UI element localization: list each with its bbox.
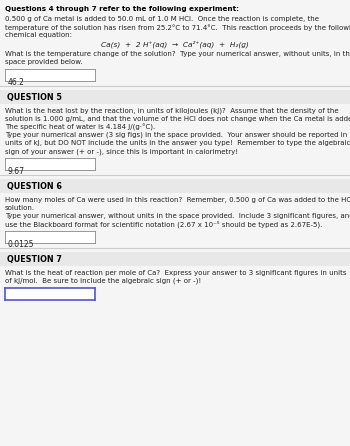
Text: QUESTION 5: QUESTION 5 [7, 93, 62, 102]
Text: temperature of the solution has risen from 25.2°C to 71.4°C.  This reaction proc: temperature of the solution has risen fr… [5, 24, 350, 31]
Text: The specific heat of water is 4.184 J/(g·°C).: The specific heat of water is 4.184 J/(g… [5, 124, 155, 131]
Text: Type your numerical answer, without units in the space provided.  Include 3 sign: Type your numerical answer, without unit… [5, 213, 350, 219]
Text: QUESTION 7: QUESTION 7 [7, 255, 62, 264]
Text: 46.2: 46.2 [8, 78, 25, 87]
Text: sign of your answer (+ or -), since this is important in calorimetry!: sign of your answer (+ or -), since this… [5, 148, 238, 154]
Text: Ca(s)  +  2 H⁺(aq)  →  Ca²⁺(aq)  +  H₂(g): Ca(s) + 2 H⁺(aq) → Ca²⁺(aq) + H₂(g) [101, 41, 249, 49]
Text: QUESTION 6: QUESTION 6 [7, 182, 62, 191]
Text: chemical equation:: chemical equation: [5, 32, 72, 38]
Text: 0.500 g of Ca metal is added to 50.0 mL of 1.0 M HCI.  Once the reaction is comp: 0.500 g of Ca metal is added to 50.0 mL … [5, 16, 319, 22]
Text: What is the temperature change of the solution?  Type your numerical answer, wit: What is the temperature change of the so… [5, 51, 350, 57]
Text: What is the heat lost by the reaction, in units of kilojoules (kJ)?  Assume that: What is the heat lost by the reaction, i… [5, 108, 339, 115]
Text: of kJ/mol.  Be sure to include the algebraic sign (+ or -)!: of kJ/mol. Be sure to include the algebr… [5, 278, 201, 285]
Text: solution is 1.000 g/mL, and that the volume of the HCI does not change when the : solution is 1.000 g/mL, and that the vol… [5, 116, 350, 122]
Text: 9.67: 9.67 [8, 167, 25, 176]
Text: Questions 4 through 7 refer to the following experiment:: Questions 4 through 7 refer to the follo… [5, 6, 239, 12]
Text: space provided below.: space provided below. [5, 59, 83, 65]
Text: Type your numerical answer (3 sig figs) in the space provided.  Your answer shou: Type your numerical answer (3 sig figs) … [5, 132, 347, 139]
Text: How many moles of Ca were used in this reaction?  Remember, 0.500 g of Ca was ad: How many moles of Ca were used in this r… [5, 197, 350, 203]
Text: 0.0125: 0.0125 [8, 240, 35, 249]
Text: units of kJ, but DO NOT include the units in the answer you type!  Remember to t: units of kJ, but DO NOT include the unit… [5, 140, 350, 146]
Text: use the Blackboard format for scientific notation (2.67 x 10⁻⁵ should be typed a: use the Blackboard format for scientific… [5, 221, 322, 228]
Text: solution.: solution. [5, 205, 35, 211]
Text: What is the heat of reaction per mole of Ca?  Express your answer to 3 significa: What is the heat of reaction per mole of… [5, 270, 346, 276]
